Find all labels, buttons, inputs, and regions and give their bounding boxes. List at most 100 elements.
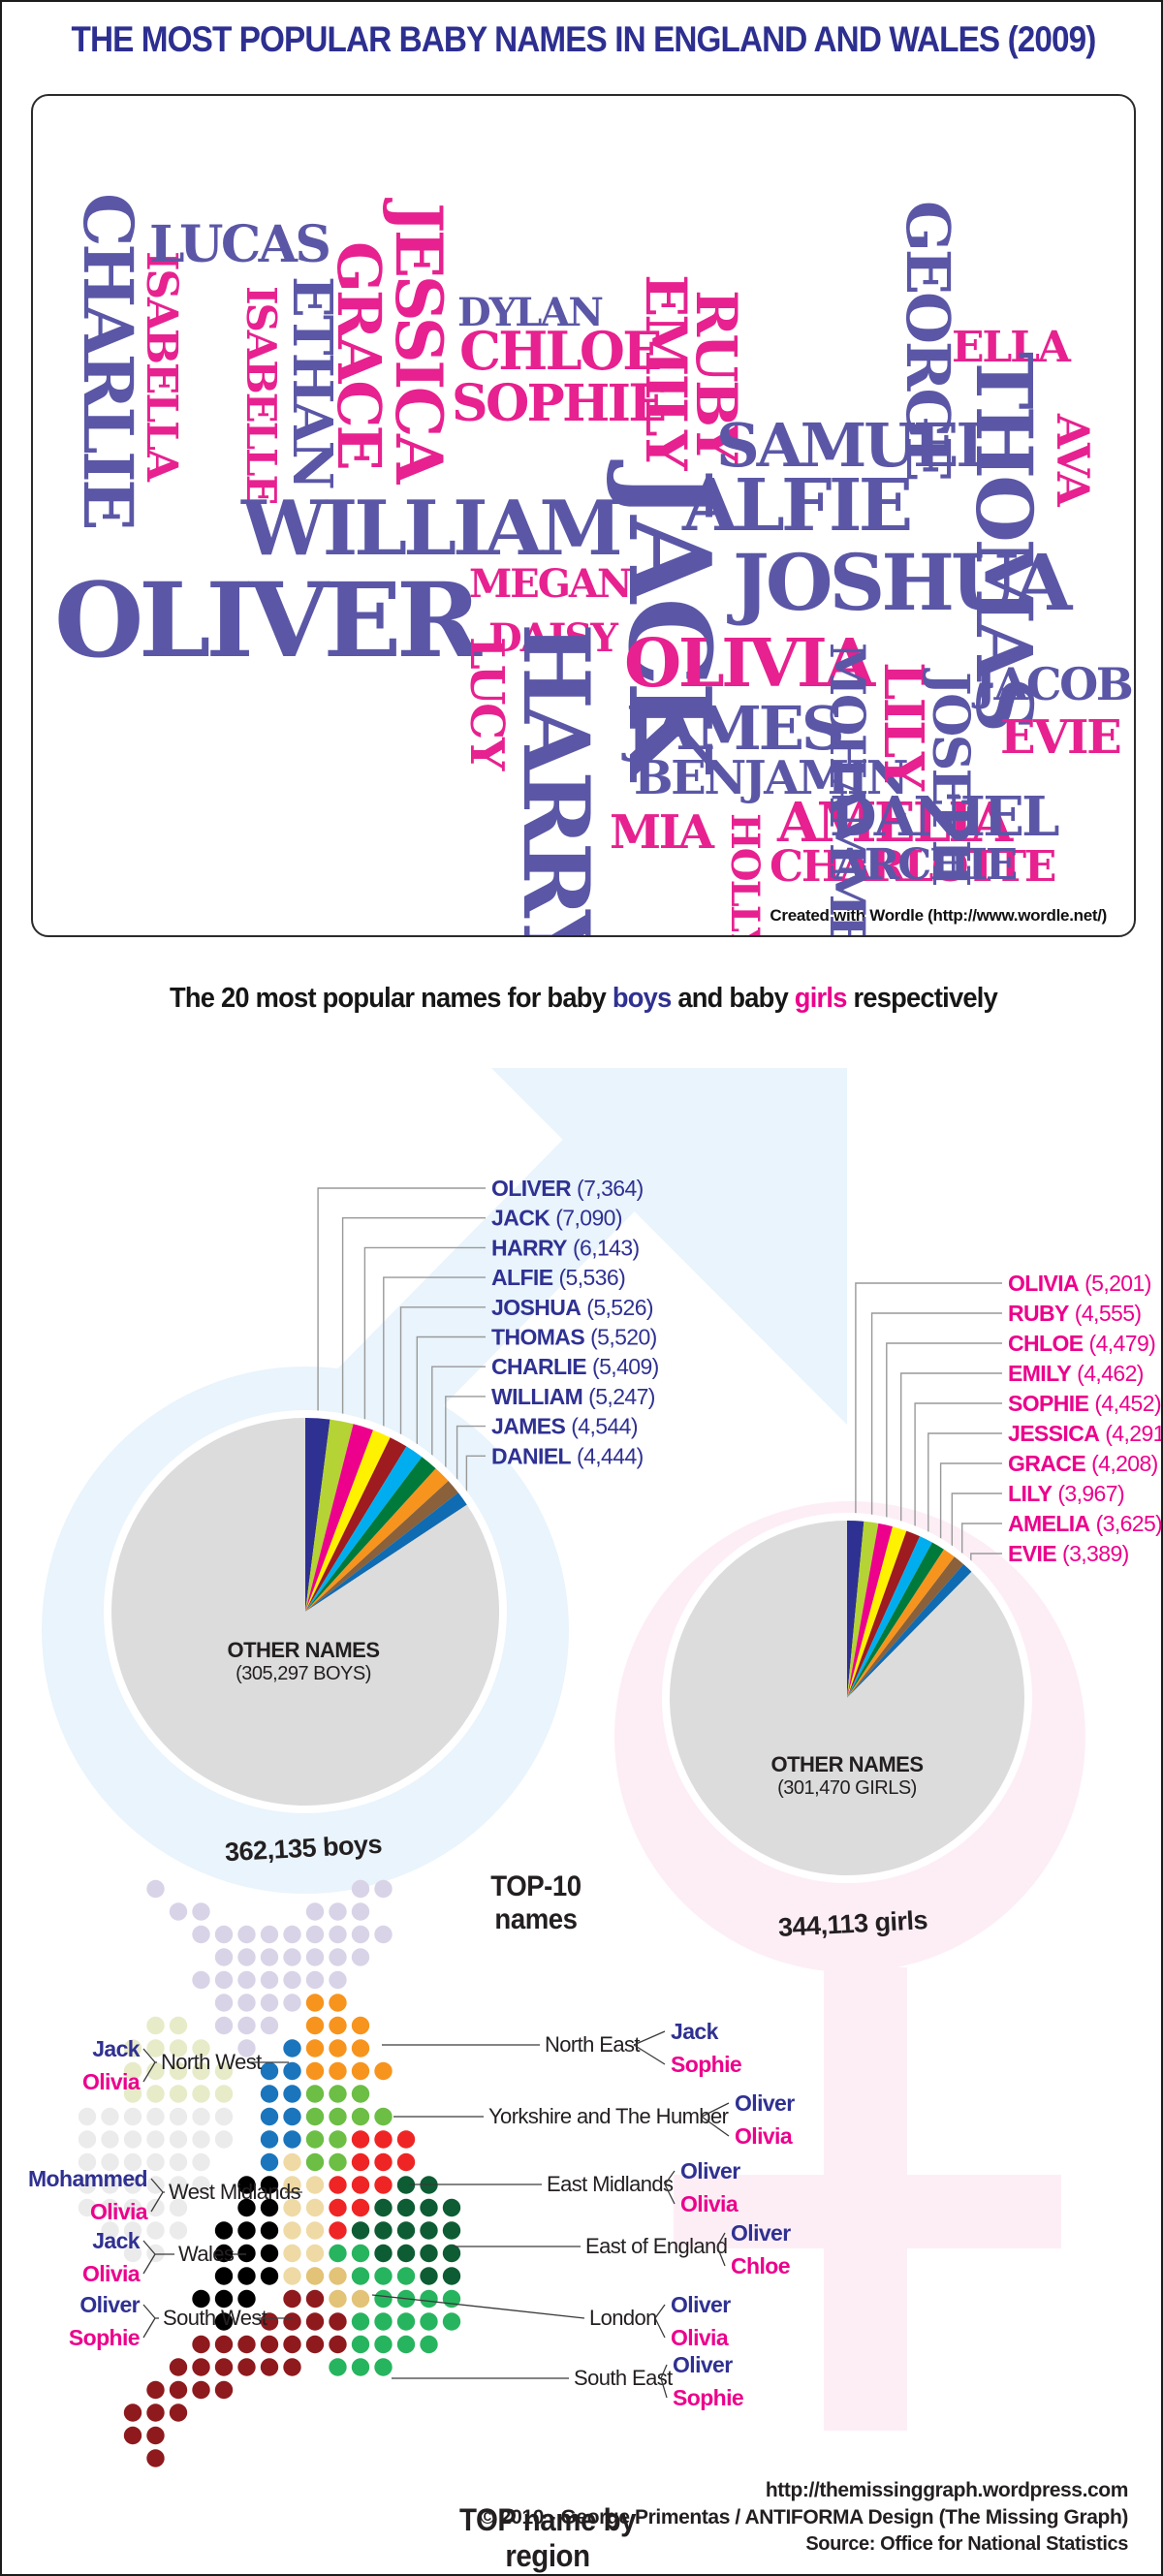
boys-pie-slice bbox=[305, 1446, 423, 1612]
map-dot-ireland bbox=[78, 2176, 97, 2194]
region-top-name: Oliver bbox=[673, 2352, 733, 2377]
girls-label-connector bbox=[951, 1492, 1002, 1550]
map-dot-ireland bbox=[146, 2198, 165, 2217]
map-dot-east-of-england bbox=[420, 2198, 438, 2217]
map-dot-north-east-wales bbox=[329, 1994, 347, 2012]
map-dot-east-midlands bbox=[351, 2198, 370, 2217]
map-dot-south-west bbox=[305, 2335, 325, 2354]
map-dot-east-of-england bbox=[442, 2221, 461, 2240]
boys-top10-label: JAMES (4,544) bbox=[491, 1414, 638, 1439]
map-dot-east-of-england bbox=[420, 2221, 438, 2240]
footer-source: Source: Office for National Statistics bbox=[805, 2533, 1128, 2555]
map-dot-ireland bbox=[169, 2107, 188, 2126]
region-top-name: Jack bbox=[92, 2228, 141, 2253]
map-dot-scotland bbox=[237, 1970, 256, 1990]
region-name: South East bbox=[574, 2366, 673, 2390]
map-dot-north-east-wales bbox=[329, 2061, 347, 2081]
map-dot-yorkshire-and-the-humber bbox=[329, 2130, 347, 2149]
map-dot-scotland bbox=[214, 1948, 234, 1966]
region-name: East Midlands bbox=[547, 2172, 674, 2196]
map-dot-south-east bbox=[329, 2358, 347, 2376]
map-dot-northern-ireland bbox=[123, 2061, 142, 2081]
map-dot-ireland bbox=[78, 2152, 97, 2172]
map-dot-scotland bbox=[351, 1925, 370, 1944]
boys-label-connector bbox=[363, 1246, 486, 1423]
map-dot-yorkshire-and-the-humber bbox=[305, 2085, 325, 2103]
map-dot-a bbox=[192, 2289, 210, 2309]
girls-pie-slice bbox=[847, 1542, 944, 1698]
girls-pie-other-slice bbox=[670, 1521, 1025, 1875]
map-dot-west-midlands bbox=[283, 2244, 301, 2263]
map-dot-northern-ireland bbox=[123, 2085, 142, 2103]
girls-top10-label: GRACE (4,208) bbox=[1008, 1451, 1158, 1476]
map-dot-ireland bbox=[78, 2198, 97, 2217]
map-dot-ireland bbox=[123, 2130, 142, 2149]
footer: http://themissinggraph.wordpress.com © 2… bbox=[392, 2479, 1128, 2560]
map-dot-yorkshire-and-the-humber bbox=[329, 2107, 347, 2126]
map-dot-south-west bbox=[237, 2335, 256, 2354]
region-top-name: Olivia bbox=[671, 2325, 729, 2350]
map-dot-south-west bbox=[214, 2358, 234, 2376]
map-dot-scotland bbox=[329, 1925, 347, 1944]
map-dot-ireland bbox=[146, 2152, 165, 2172]
map-dot-north-west bbox=[260, 2085, 279, 2103]
map-dot-south-east bbox=[374, 2267, 393, 2285]
map-dot-yorkshire-and-the-humber bbox=[329, 2152, 347, 2172]
region-top-name: Sophie bbox=[671, 2052, 741, 2077]
boys-other-names-count: (305,297 BOYS) bbox=[236, 1663, 371, 1684]
map-dot-ireland bbox=[146, 2130, 165, 2149]
region-connector bbox=[142, 2240, 174, 2275]
boys-label-connector bbox=[416, 1335, 486, 1448]
map-dot-south-east bbox=[351, 2358, 370, 2376]
girls-pie-slice bbox=[847, 1521, 879, 1698]
boys-top10-label: THOMAS (5,520) bbox=[491, 1325, 657, 1350]
boys-label-connector bbox=[317, 1187, 486, 1414]
girls-label-connector bbox=[886, 1342, 1002, 1521]
region-top-name: Olivia bbox=[90, 2199, 148, 2224]
map-dot-north-east-wales bbox=[329, 2039, 347, 2058]
male-symbol-arrowhead-icon bbox=[491, 1068, 847, 1425]
map-dot-ireland bbox=[123, 2244, 142, 2263]
subtitle-boys-word: boys bbox=[612, 983, 672, 1014]
boys-pie-slice bbox=[305, 1468, 449, 1612]
map-dot-east-midlands bbox=[351, 2176, 370, 2194]
wordcloud-word: OLIVIA bbox=[624, 625, 875, 703]
region-top-name: Chloe bbox=[731, 2253, 790, 2278]
wordcloud-word: CHLOE bbox=[459, 320, 662, 382]
boys-pie-other-slice bbox=[111, 1418, 500, 1806]
map-dot-ireland bbox=[169, 2221, 188, 2240]
map-dot-northern-ireland bbox=[146, 2016, 165, 2035]
map-dot-scotland bbox=[374, 1925, 393, 1944]
map-dot-london bbox=[329, 2289, 347, 2309]
map-dot-east-of-england bbox=[420, 2267, 438, 2285]
map-dot-ireland bbox=[78, 2130, 97, 2149]
map-dot-scotland bbox=[260, 1948, 279, 1966]
map-dot-northern-ireland bbox=[169, 2085, 188, 2103]
map-dot-east-midlands bbox=[374, 2152, 393, 2172]
region-name: London bbox=[589, 2306, 657, 2330]
map-dot-north-west bbox=[283, 2039, 301, 2058]
map-dot-south-west bbox=[146, 2426, 165, 2445]
map-dot-south-east bbox=[329, 2244, 347, 2263]
region-top-name: Sophie bbox=[69, 2325, 140, 2350]
map-dot-scotland bbox=[214, 2016, 234, 2035]
map-dot-east-of-england bbox=[396, 2198, 416, 2217]
region-top-name: Olivia bbox=[82, 2261, 141, 2286]
wordle-credit: Created with Wordle (http://www.wordle.n… bbox=[770, 906, 1107, 925]
map-dot-south-west bbox=[146, 2380, 165, 2400]
map-dot-west-midlands bbox=[305, 2221, 325, 2240]
map-dot-north-west bbox=[283, 2107, 301, 2126]
map-dot-west-midlands bbox=[283, 2176, 301, 2194]
wordcloud-word: BENJAMIN bbox=[634, 751, 909, 805]
region-top-name: Jack bbox=[671, 2019, 719, 2044]
girls-top10-label: EMILY (4,462) bbox=[1008, 1361, 1144, 1386]
map-dot-south-west bbox=[305, 2289, 325, 2309]
map-dot-scotland bbox=[237, 1948, 256, 1966]
map-dot-a bbox=[214, 2289, 234, 2309]
map-dot-ireland bbox=[146, 2221, 165, 2240]
region-connector bbox=[654, 2304, 666, 2339]
region-name: Wales bbox=[178, 2242, 235, 2266]
map-dot-northern-ireland bbox=[146, 2039, 165, 2058]
footer-copyright: © 2010 - George Primentas / ANTIFORMA De… bbox=[480, 2506, 1128, 2529]
